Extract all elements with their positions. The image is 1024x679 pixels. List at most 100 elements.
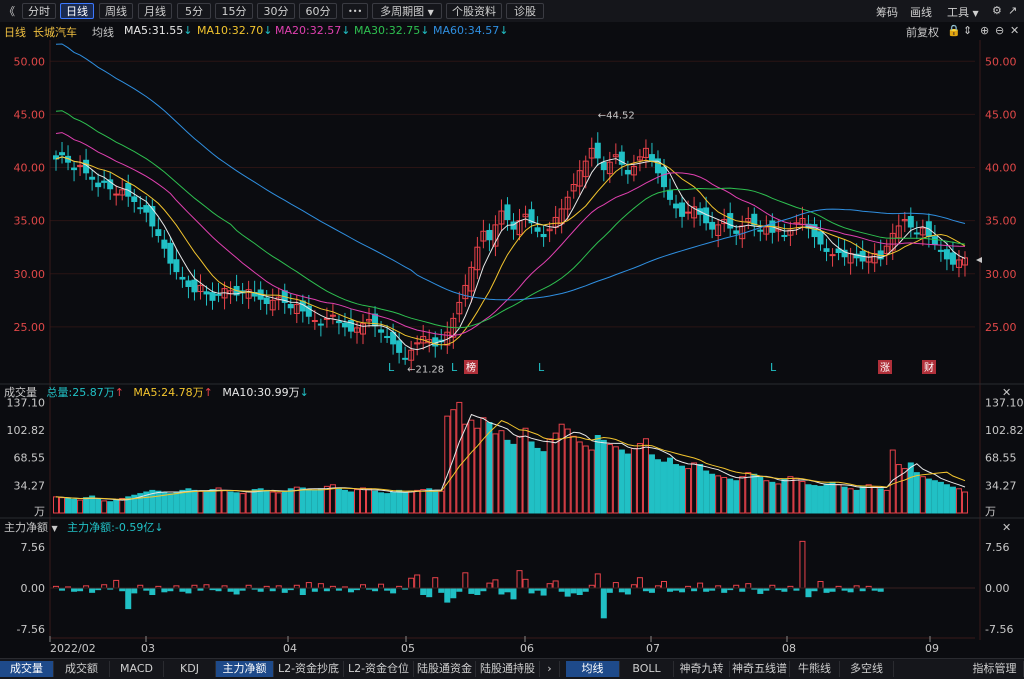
expand-icon[interactable]: ↗: [1008, 4, 1018, 17]
price-tick-right: 25.00: [985, 321, 1017, 334]
volume-title[interactable]: 成交量: [4, 386, 37, 399]
tab-l2-position[interactable]: L2-资金仓位: [344, 661, 414, 677]
kline-chart[interactable]: 50.00 45.00 40.00 35.00 30.00 25.00 50.00 45.0…: [0, 40, 1024, 658]
tab-15min[interactable]: 15分: [215, 3, 253, 19]
candle-body: [673, 203, 680, 209]
flow-bar: [347, 587, 354, 593]
volume-bar: [654, 459, 661, 514]
multi-period-label: 多周期图: [380, 5, 425, 18]
adjust-mode[interactable]: 前复权: [906, 26, 939, 39]
tab-turnover[interactable]: 成交额: [54, 661, 110, 677]
volume-bar: [438, 490, 445, 514]
flow-bar: [444, 587, 451, 603]
volume-bar: [191, 489, 198, 514]
tab-magic-nine[interactable]: 神奇九转: [674, 661, 730, 677]
volume-bar: [426, 488, 433, 514]
caret-down-icon[interactable]: ▼: [51, 524, 58, 533]
tab-volume[interactable]: 成交量: [0, 661, 54, 677]
tab-l2-bottom[interactable]: L2-资金抄底: [274, 661, 344, 677]
candle-body: [937, 249, 944, 252]
indicator-manage-button[interactable]: 指标管理: [966, 661, 1024, 677]
tab-60min[interactable]: 60分: [299, 3, 337, 19]
badge-box: [878, 360, 892, 374]
flow-bar: [660, 580, 667, 589]
drag-icon[interactable]: ⇕: [963, 24, 973, 37]
flow-title[interactable]: 主力净额: [4, 521, 48, 534]
candle-body: [895, 225, 902, 239]
flow-tick-right: 7.56: [985, 541, 1010, 554]
volume-bar: [799, 481, 806, 514]
volume-bar: [685, 468, 692, 514]
volume-bar: [919, 476, 926, 514]
draw-line-button[interactable]: 画线: [910, 6, 932, 19]
tab-intraday[interactable]: 分时: [22, 3, 56, 19]
volume-bar: [89, 495, 96, 514]
volume-bar: [420, 489, 427, 514]
flow-bar: [378, 583, 385, 589]
flow-bar: [390, 587, 397, 594]
tab-kdj[interactable]: KDJ: [164, 661, 216, 677]
chevron-right-icon[interactable]: ›: [540, 661, 560, 677]
flow-bar: [233, 587, 240, 595]
close-icon[interactable]: ✕: [1010, 24, 1020, 37]
flow-tick-right: 0.00: [985, 582, 1010, 595]
tab-macd[interactable]: MACD: [110, 661, 164, 677]
ma-label[interactable]: 均线: [92, 26, 114, 39]
close-flow-icon[interactable]: ✕: [1002, 521, 1012, 534]
zoom-out-icon[interactable]: ⊖: [995, 24, 1005, 37]
volume-bar: [841, 486, 848, 514]
candle-body: [101, 180, 108, 183]
tab-ma-overlay[interactable]: 均线: [566, 661, 620, 677]
candle-body: [360, 323, 367, 335]
tab-boll[interactable]: BOLL: [620, 661, 674, 677]
flow-bar: [817, 580, 824, 589]
candle-body: [667, 189, 674, 200]
close-volume-icon[interactable]: ✕: [1002, 386, 1012, 399]
tab-5min[interactable]: 5分: [177, 3, 211, 19]
volume-tick-left: 137.10: [7, 396, 46, 409]
diagnose-button[interactable]: 诊股: [506, 3, 544, 19]
flow-bar: [546, 583, 553, 589]
back-icon[interactable]: 《: [4, 5, 15, 18]
zoom-in-icon[interactable]: ⊕: [980, 24, 990, 37]
volume-bar: [636, 443, 643, 514]
ma5-line: [55, 156, 966, 351]
volume-bar: [709, 473, 716, 514]
tab-bull-bear[interactable]: 牛熊线: [790, 661, 840, 677]
multi-period-dropdown[interactable]: 多周期图 ▼: [372, 3, 442, 19]
ma5-value: MA5:31.55↓: [124, 24, 193, 37]
volume-bar: [125, 496, 132, 514]
volume-bar: [721, 476, 728, 514]
tab-long-short[interactable]: 多空线: [840, 661, 894, 677]
tab-weekly[interactable]: 周线: [99, 3, 133, 19]
volume-bar: [829, 481, 836, 514]
flow-tick-left: -7.56: [17, 623, 45, 636]
price-tick-left: 30.00: [14, 268, 46, 281]
volume-bar: [811, 485, 818, 514]
flow-bar: [474, 587, 481, 596]
candle-body: [173, 259, 180, 273]
tab-magic-five[interactable]: 神奇五线谱: [730, 661, 790, 677]
volume-ma10-line: [55, 420, 966, 500]
lock-icon[interactable]: 🔒: [947, 24, 961, 37]
volume-bar: [137, 493, 144, 514]
tab-main-flow[interactable]: 主力净额: [216, 661, 274, 677]
volume-bar: [450, 409, 457, 514]
tab-hk-connect-holding[interactable]: 陆股通持股: [476, 661, 540, 677]
candle-body: [468, 266, 475, 292]
tab-monthly[interactable]: 月线: [138, 3, 172, 19]
tools-dropdown[interactable]: 工具 ▼: [947, 4, 979, 20]
tab-hk-connect-flow[interactable]: 陆股通资金: [414, 661, 476, 677]
volume-bar: [859, 485, 866, 514]
chips-button[interactable]: 筹码: [876, 6, 898, 19]
stock-name: 长城汽车: [33, 26, 77, 39]
ma30-line: [55, 110, 966, 329]
candle-body: [763, 226, 770, 235]
settings-icon[interactable]: ⚙: [992, 4, 1002, 17]
tab-30min[interactable]: 30分: [257, 3, 295, 19]
stock-info-button[interactable]: 个股资料: [446, 3, 502, 19]
volume-bar: [588, 449, 595, 514]
tab-daily[interactable]: 日线: [60, 3, 94, 19]
candle-body: [913, 232, 920, 235]
more-periods-button[interactable]: •••: [342, 3, 368, 19]
